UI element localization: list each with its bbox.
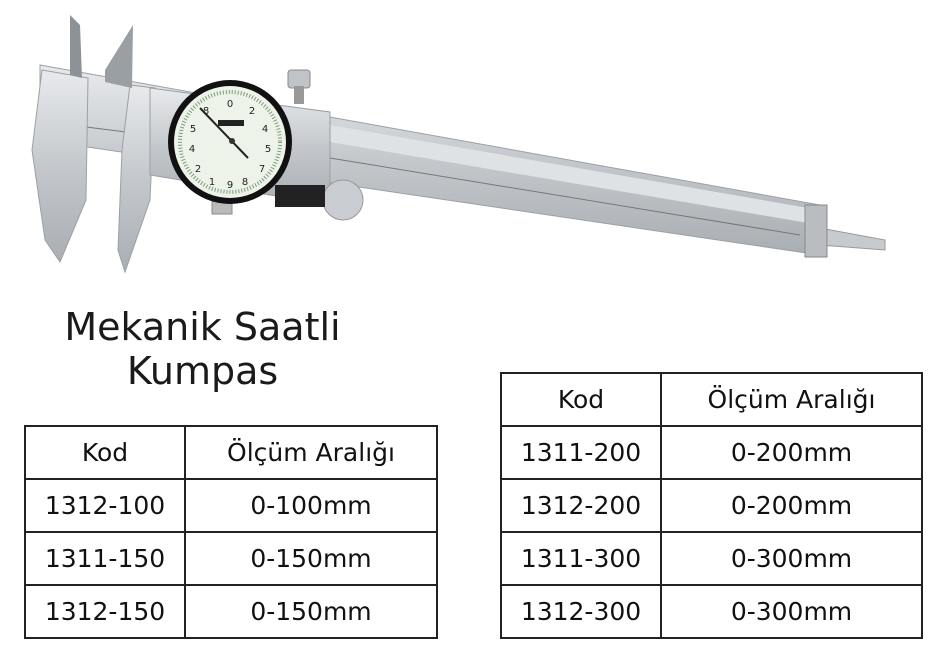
- cell-range: 0-300mm: [660, 531, 923, 586]
- dial-caliper-image: 024 578 912 458: [31, 15, 886, 274]
- table-row: 1312-300 0-300mm: [500, 584, 923, 639]
- spec-table-right: Kod Ölçüm Aralığı 1311-200 0-200mm 1312-…: [500, 372, 923, 639]
- svg-text:2: 2: [195, 164, 201, 175]
- header-range: Ölçüm Aralığı: [660, 372, 923, 427]
- cell-range: 0-150mm: [184, 584, 438, 639]
- table-row: 1311-200 0-200mm: [500, 425, 923, 480]
- table-row: 1312-150 0-150mm: [24, 584, 438, 639]
- svg-text:1: 1: [209, 177, 215, 188]
- svg-text:9: 9: [227, 180, 233, 191]
- product-title-line2: Kumpas: [126, 349, 279, 393]
- cell-range: 0-300mm: [660, 584, 923, 639]
- spec-table-left: Kod Ölçüm Aralığı 1312-100 0-100mm 1311-…: [24, 425, 438, 639]
- svg-text:7: 7: [259, 164, 265, 175]
- header-kod: Kod: [24, 425, 186, 480]
- cell-code: 1311-300: [500, 531, 662, 586]
- svg-text:2: 2: [249, 106, 255, 117]
- table-header-row: Kod Ölçüm Aralığı: [500, 372, 923, 427]
- svg-text:5: 5: [190, 124, 196, 135]
- table-row: 1311-300 0-300mm: [500, 531, 923, 586]
- svg-text:8: 8: [242, 177, 248, 188]
- table-row: 1312-100 0-100mm: [24, 478, 438, 533]
- table-row: 1311-150 0-150mm: [24, 531, 438, 586]
- table-row: 1312-200 0-200mm: [500, 478, 923, 533]
- svg-text:8: 8: [203, 106, 209, 117]
- product-title: Mekanik Saatli Kumpas: [40, 305, 365, 393]
- svg-text:0: 0: [227, 99, 233, 110]
- header-kod: Kod: [500, 372, 662, 427]
- cell-code: 1312-150: [24, 584, 186, 639]
- cell-range: 0-200mm: [660, 478, 923, 533]
- cell-code: 1311-150: [24, 531, 186, 586]
- cell-range: 0-200mm: [660, 425, 923, 480]
- svg-text:4: 4: [189, 144, 195, 155]
- table-header-row: Kod Ölçüm Aralığı: [24, 425, 438, 480]
- svg-text:4: 4: [262, 124, 268, 135]
- cell-code: 1312-300: [500, 584, 662, 639]
- cell-code: 1312-100: [24, 478, 186, 533]
- cell-range: 0-150mm: [184, 531, 438, 586]
- cell-code: 1312-200: [500, 478, 662, 533]
- header-range: Ölçüm Aralığı: [184, 425, 438, 480]
- cell-code: 1311-200: [500, 425, 662, 480]
- product-title-line1: Mekanik Saatli: [64, 305, 341, 349]
- svg-text:5: 5: [265, 144, 271, 155]
- cell-range: 0-100mm: [184, 478, 438, 533]
